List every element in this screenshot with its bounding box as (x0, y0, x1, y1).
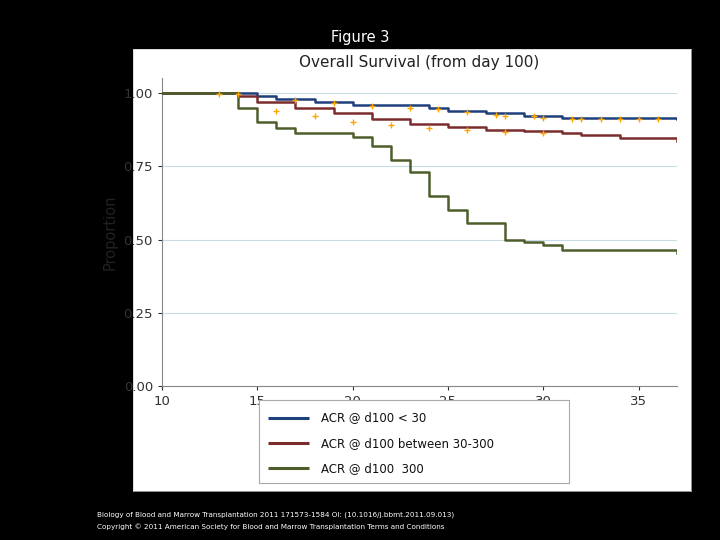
Text: Copyright © 2011 American Society for Blood and Marrow Transplantation Terms and: Copyright © 2011 American Society for Bl… (97, 524, 445, 530)
Point (433, 105, 444, 113)
Point (404, 103, 415, 112)
Point (566, 114, 577, 123)
Point (538, 113, 549, 122)
Point (528, 112, 539, 121)
Point (366, 102, 377, 111)
Point (576, 114, 588, 123)
X-axis label: Day: Day (405, 414, 434, 429)
Point (538, 129, 549, 138)
Point (213, 90, 225, 99)
Title: Overall Survival (from day 100): Overall Survival (from day 100) (300, 55, 539, 70)
Point (233, 90, 244, 99)
Point (347, 118, 359, 126)
Text: Biology of Blood and Marrow Transplantation 2011 171573-1584 OI: (10.1016/j.bbmt: Biology of Blood and Marrow Transplantat… (97, 512, 454, 518)
Text: Figure 3: Figure 3 (330, 30, 390, 45)
Y-axis label: Proportion: Proportion (103, 194, 118, 270)
Point (423, 124, 435, 132)
Point (500, 112, 511, 121)
Point (614, 114, 626, 123)
Text: ACR @ d100  300: ACR @ d100 300 (321, 462, 424, 475)
Point (490, 111, 501, 119)
Point (595, 114, 606, 123)
Point (652, 115, 664, 124)
Text: ACR @ d100 < 30: ACR @ d100 < 30 (321, 411, 426, 424)
Point (462, 107, 473, 116)
Point (271, 106, 282, 115)
Point (633, 114, 644, 123)
Point (328, 99, 339, 107)
Point (309, 112, 320, 121)
Text: ACR @ d100 between 30-300: ACR @ d100 between 30-300 (321, 437, 494, 450)
Point (385, 121, 397, 130)
Point (462, 126, 473, 135)
Point (289, 96, 301, 105)
Point (500, 127, 511, 136)
